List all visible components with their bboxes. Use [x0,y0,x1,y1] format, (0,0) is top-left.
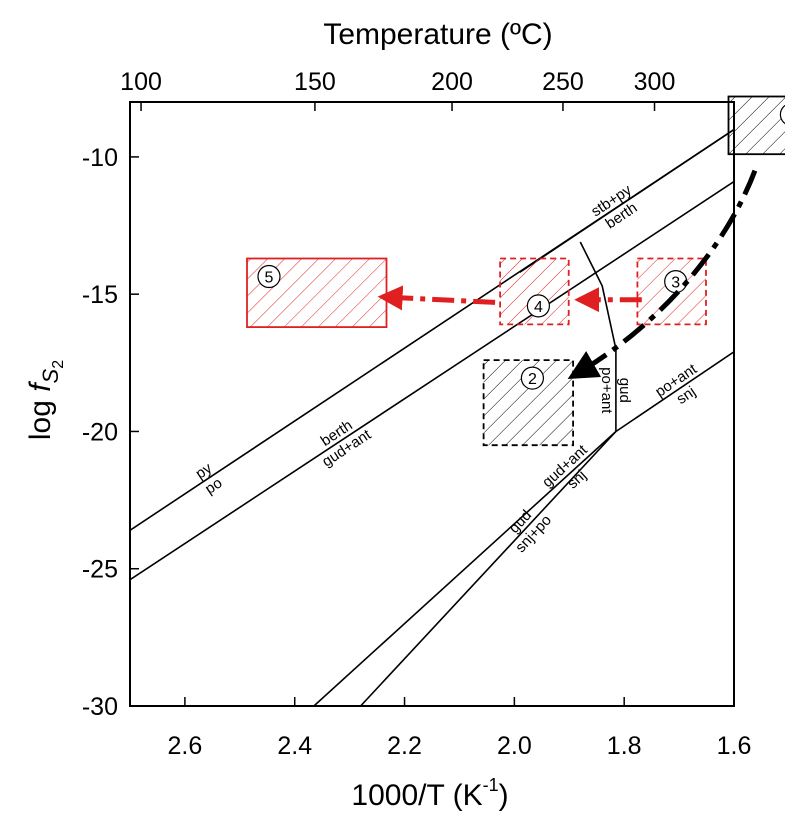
top-tick-label: 100 [120,68,162,96]
top-tick-label: 150 [294,68,336,96]
phase-boundaries [130,128,734,706]
top-tick-label: 250 [542,68,584,96]
boundary-label-lower: po+ant [598,367,615,414]
x-axis-title: 1000/T (K-1) [351,775,508,812]
top-tick-label: 300 [634,68,676,96]
y-tick-label: -25 [82,556,118,584]
evolution-arrow [567,169,758,379]
y-axis-title: log fS2 [24,360,67,440]
evolution-arrow [377,285,496,311]
x-tick-label: 1.6 [717,732,752,760]
x-tick-label: 1.8 [607,732,642,760]
boundary-line [615,351,734,433]
y-tick-label: -20 [82,418,118,446]
boundary-line [360,430,617,706]
field-number-label: 3 [671,275,680,292]
x-tick-label: 2.2 [387,732,422,760]
x-tick-label: 2.0 [497,732,532,760]
boundary-line [130,180,734,581]
boundary-label-upper: gud [616,378,633,403]
condition-fields: 12345 [246,95,785,447]
field-number-label: 2 [528,371,537,388]
axes: 2.6 2.4 2.2 2.0 1.8 1.6 -10 -15 -20 -25 -30 100 150 2… [82,68,752,760]
x-tick-label: 2.4 [277,732,312,760]
boundary-line [313,430,617,706]
field-number-circle [779,104,785,125]
field-number-circle [526,294,551,318]
y-tick-label: -15 [82,281,118,309]
field-number-label: 4 [534,299,543,316]
plot-frame [129,101,735,707]
boundary-line [519,128,734,273]
boundary-label-lower: po [202,474,225,497]
y-tick-label: -10 [82,144,118,172]
field-box [727,95,785,156]
field-number-label: 5 [265,270,274,287]
top-axis-title: Temperature (ºC) [323,18,552,51]
field-number-circle [257,264,281,289]
top-tick-label: 200 [431,68,473,96]
x-tick-label: 2.6 [168,732,203,760]
evolution-arrows [377,169,758,379]
boundary-line [579,241,617,432]
y-tick-label: -30 [82,693,118,721]
field-number-circle [520,366,545,390]
